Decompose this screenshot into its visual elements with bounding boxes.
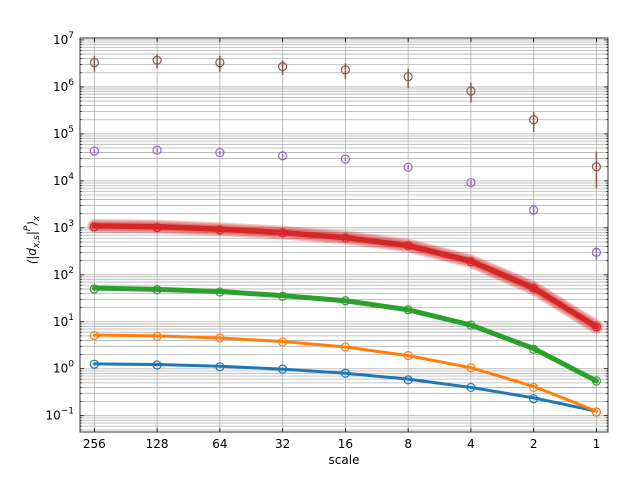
data-point (340, 342, 350, 352)
y-label-sup: P (23, 225, 33, 231)
y-tick-label: 105 (53, 125, 74, 141)
fit-line (92, 333, 598, 413)
data-point (89, 330, 99, 341)
data-point (89, 146, 99, 156)
data-point (340, 368, 350, 378)
y-label-sub: x,s (32, 235, 42, 249)
data-point (591, 376, 602, 386)
data-point (591, 247, 602, 257)
data-point (152, 145, 162, 155)
x-tick-label: 2 (530, 437, 538, 451)
data-point (278, 291, 288, 301)
y-tick-label: 104 (53, 172, 74, 188)
data-point (340, 296, 350, 306)
data-point (152, 223, 162, 233)
data-point (215, 225, 225, 235)
data-point (89, 284, 99, 294)
data-point (89, 57, 99, 68)
series-layer (87, 54, 604, 417)
x-tick-label: 1 (593, 437, 601, 451)
data-point (89, 222, 99, 232)
y-axis-label: ⟨|dx,s|P⟩x (23, 215, 42, 264)
series-2 (89, 330, 602, 417)
x-tick-label: 4 (467, 437, 475, 451)
data-point (215, 333, 225, 343)
y-tick-label: 102 (53, 266, 74, 282)
data-point (152, 331, 162, 341)
grid (80, 38, 608, 432)
x-tick-label: 16 (338, 437, 353, 451)
x-axis-label: scale (329, 453, 360, 467)
data-point (403, 72, 413, 82)
data-point (403, 305, 413, 315)
svg-text:⟨|dx,s|P⟩x: ⟨|dx,s|P⟩x (23, 215, 42, 264)
fit-line (92, 362, 598, 413)
data-point (278, 364, 288, 374)
data-point (278, 151, 288, 161)
x-tick-label: 256 (83, 437, 106, 451)
data-point (403, 351, 413, 361)
data-point (340, 233, 350, 243)
data-point (466, 320, 476, 330)
y-tick-label: 100 (53, 360, 74, 376)
data-point (152, 360, 162, 370)
data-point (152, 55, 162, 65)
data-point (215, 287, 225, 297)
x-tick-label: 32 (275, 437, 290, 451)
data-point (215, 362, 225, 372)
y-tick-label: 10−1 (45, 407, 74, 423)
fit-line (91, 223, 600, 330)
data-point (591, 322, 602, 332)
data-point (466, 177, 476, 188)
data-point (403, 162, 413, 172)
data-point (215, 57, 225, 68)
data-point (278, 337, 288, 347)
data-point (529, 394, 539, 404)
data-point (403, 240, 413, 251)
data-point (529, 344, 539, 354)
series-3 (89, 284, 602, 386)
data-point (340, 65, 350, 75)
y-label-tail: x (32, 215, 42, 222)
y-tick-label: 103 (53, 219, 74, 235)
data-point (466, 382, 476, 393)
data-point (403, 375, 413, 385)
data-point (529, 283, 539, 293)
series-5 (89, 145, 602, 260)
series-4 (87, 219, 604, 334)
y-label-main: ⟨|d (25, 248, 39, 265)
data-point (529, 115, 539, 125)
x-tick-label: 8 (404, 437, 412, 451)
data-point (591, 407, 602, 417)
series-6 (89, 54, 602, 189)
data-point (215, 147, 225, 158)
fit-line (91, 285, 599, 384)
data-point (152, 285, 162, 295)
data-point (591, 162, 602, 172)
data-point (89, 359, 99, 369)
data-point (529, 205, 539, 215)
x-tick-label: 128 (146, 437, 169, 451)
data-point (278, 62, 288, 72)
data-point (466, 363, 476, 373)
y-tick-label: 106 (53, 78, 74, 94)
data-point (340, 154, 350, 164)
data-point (466, 257, 476, 267)
y-label-close: ⟩ (25, 221, 39, 227)
data-point (278, 228, 288, 238)
y-tick-label: 107 (53, 31, 74, 47)
x-tick-label: 64 (212, 437, 227, 451)
data-point (529, 382, 539, 393)
y-tick-label: 101 (53, 313, 74, 329)
data-point (466, 86, 476, 96)
